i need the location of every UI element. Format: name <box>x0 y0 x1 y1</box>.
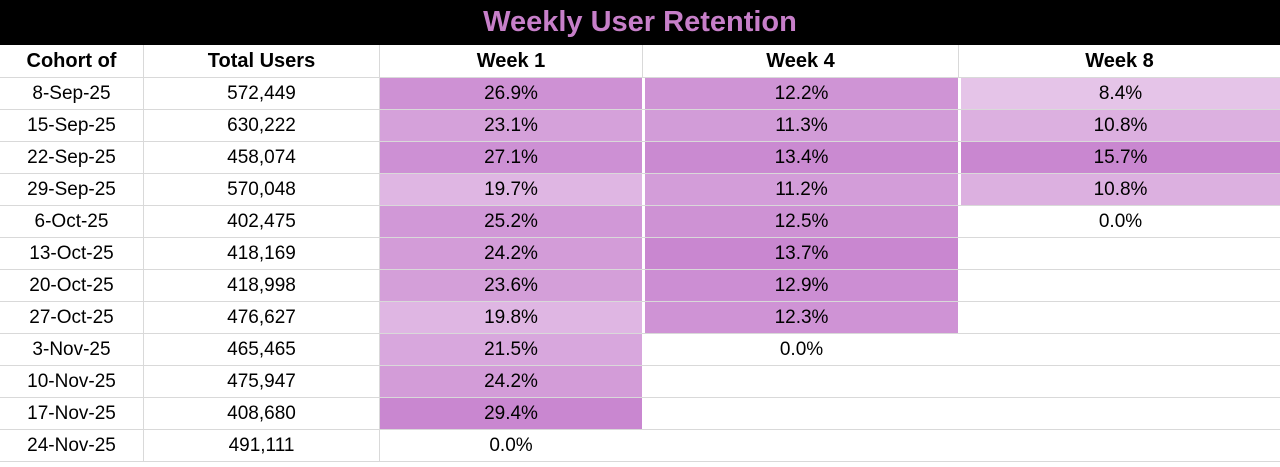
week4-cell[interactable]: 13.7% <box>642 238 958 269</box>
page-title: Weekly User Retention <box>483 6 797 38</box>
week4-cell[interactable]: 12.5% <box>642 206 958 237</box>
week1-cell[interactable]: 23.1% <box>379 110 642 141</box>
week1-cell[interactable]: 19.8% <box>379 302 642 333</box>
total-users-cell[interactable]: 408,680 <box>143 398 379 429</box>
table-row: 22-Sep-25 458,074 27.1% 13.4% 15.7% <box>0 142 1280 174</box>
week8-cell[interactable]: 10.8% <box>958 174 1280 205</box>
total-users-cell[interactable]: 572,449 <box>143 78 379 109</box>
week4-cell[interactable]: 13.4% <box>642 142 958 173</box>
total-users-cell[interactable]: 491,111 <box>143 430 379 461</box>
week8-cell[interactable] <box>958 270 1280 301</box>
week8-cell[interactable] <box>958 430 1280 461</box>
week8-cell[interactable] <box>958 238 1280 269</box>
cohort-cell[interactable]: 24-Nov-25 <box>0 430 143 461</box>
table-row: 24-Nov-25 491,111 0.0% <box>0 430 1280 462</box>
cohort-cell[interactable]: 10-Nov-25 <box>0 366 143 397</box>
week1-cell[interactable]: 25.2% <box>379 206 642 237</box>
cohort-cell[interactable]: 8-Sep-25 <box>0 78 143 109</box>
week8-cell[interactable]: 8.4% <box>958 78 1280 109</box>
cohort-cell[interactable]: 15-Sep-25 <box>0 110 143 141</box>
week8-cell[interactable] <box>958 366 1280 397</box>
header-cohort-of[interactable]: Cohort of <box>0 45 143 77</box>
header-week-4[interactable]: Week 4 <box>642 45 958 77</box>
table-row: 6-Oct-25 402,475 25.2% 12.5% 0.0% <box>0 206 1280 238</box>
cohort-cell[interactable]: 27-Oct-25 <box>0 302 143 333</box>
table-row: 10-Nov-25 475,947 24.2% <box>0 366 1280 398</box>
total-users-cell[interactable]: 570,048 <box>143 174 379 205</box>
week4-cell[interactable]: 11.3% <box>642 110 958 141</box>
week8-cell[interactable]: 15.7% <box>958 142 1280 173</box>
week1-cell[interactable]: 26.9% <box>379 78 642 109</box>
week4-cell[interactable]: 12.2% <box>642 78 958 109</box>
week1-cell[interactable]: 23.6% <box>379 270 642 301</box>
total-users-cell[interactable]: 476,627 <box>143 302 379 333</box>
total-users-cell[interactable]: 458,074 <box>143 142 379 173</box>
table-row: 13-Oct-25 418,169 24.2% 13.7% <box>0 238 1280 270</box>
total-users-cell[interactable]: 630,222 <box>143 110 379 141</box>
cohort-cell[interactable]: 6-Oct-25 <box>0 206 143 237</box>
week1-cell[interactable]: 29.4% <box>379 398 642 429</box>
week4-cell[interactable] <box>642 398 958 429</box>
week1-cell[interactable]: 24.2% <box>379 238 642 269</box>
cohort-cell[interactable]: 3-Nov-25 <box>0 334 143 365</box>
week1-cell[interactable]: 19.7% <box>379 174 642 205</box>
week4-cell[interactable]: 12.3% <box>642 302 958 333</box>
table-row: 15-Sep-25 630,222 23.1% 11.3% 10.8% <box>0 110 1280 142</box>
table-row: 29-Sep-25 570,048 19.7% 11.2% 10.8% <box>0 174 1280 206</box>
week4-cell[interactable]: 0.0% <box>642 334 958 365</box>
table-row: 8-Sep-25 572,449 26.9% 12.2% 8.4% <box>0 78 1280 110</box>
cohort-cell[interactable]: 17-Nov-25 <box>0 398 143 429</box>
cohort-cell[interactable]: 20-Oct-25 <box>0 270 143 301</box>
total-users-cell[interactable]: 465,465 <box>143 334 379 365</box>
cohort-cell[interactable]: 13-Oct-25 <box>0 238 143 269</box>
table-row: 17-Nov-25 408,680 29.4% <box>0 398 1280 430</box>
week4-cell[interactable]: 11.2% <box>642 174 958 205</box>
cohort-cell[interactable]: 29-Sep-25 <box>0 174 143 205</box>
table-row: 3-Nov-25 465,465 21.5% 0.0% <box>0 334 1280 366</box>
header-week-8[interactable]: Week 8 <box>958 45 1280 77</box>
table-row: 27-Oct-25 476,627 19.8% 12.3% <box>0 302 1280 334</box>
table-header-row: Cohort of Total Users Week 1 Week 4 Week… <box>0 45 1280 78</box>
total-users-cell[interactable]: 418,169 <box>143 238 379 269</box>
table-body: 8-Sep-25 572,449 26.9% 12.2% 8.4% 15-Sep-25 63… <box>0 78 1280 462</box>
total-users-cell[interactable]: 402,475 <box>143 206 379 237</box>
week1-cell[interactable]: 21.5% <box>379 334 642 365</box>
week4-cell[interactable]: 12.9% <box>642 270 958 301</box>
week1-cell[interactable]: 0.0% <box>379 430 642 461</box>
total-users-cell[interactable]: 475,947 <box>143 366 379 397</box>
total-users-cell[interactable]: 418,998 <box>143 270 379 301</box>
week4-cell[interactable] <box>642 430 958 461</box>
cohort-cell[interactable]: 22-Sep-25 <box>0 142 143 173</box>
header-total-users[interactable]: Total Users <box>143 45 379 77</box>
week8-cell[interactable] <box>958 398 1280 429</box>
header-week-1[interactable]: Week 1 <box>379 45 642 77</box>
title-bar: Weekly User Retention <box>0 0 1280 45</box>
week8-cell[interactable] <box>958 302 1280 333</box>
week8-cell[interactable] <box>958 334 1280 365</box>
week8-cell[interactable]: 10.8% <box>958 110 1280 141</box>
table-row: 20-Oct-25 418,998 23.6% 12.9% <box>0 270 1280 302</box>
week1-cell[interactable]: 27.1% <box>379 142 642 173</box>
week1-cell[interactable]: 24.2% <box>379 366 642 397</box>
week4-cell[interactable] <box>642 366 958 397</box>
week8-cell[interactable]: 0.0% <box>958 206 1280 237</box>
